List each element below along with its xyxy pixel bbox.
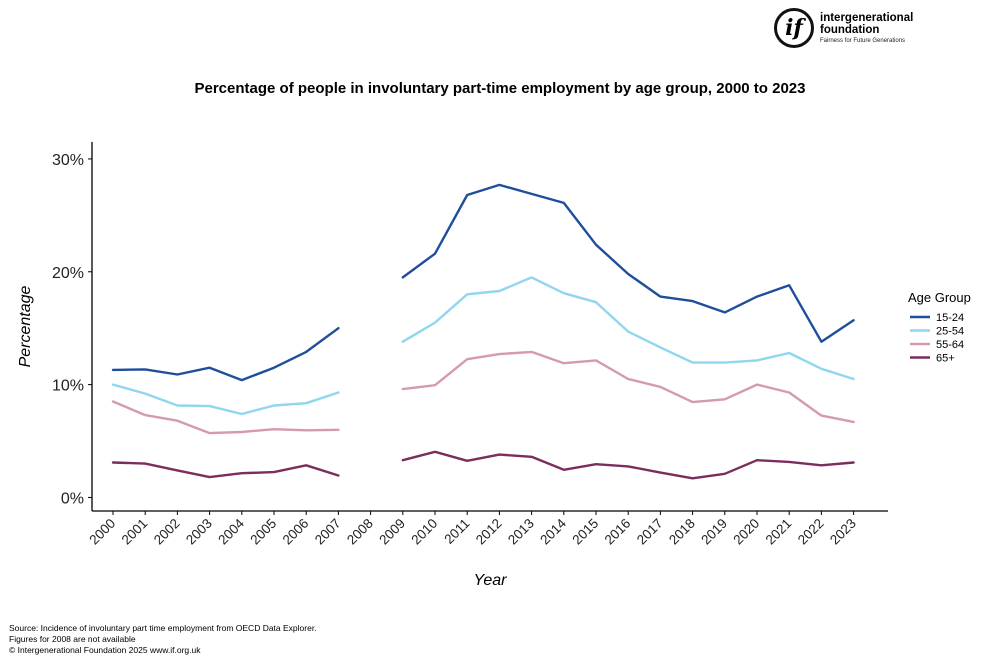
x-tick-label: 2007	[312, 516, 344, 548]
y-tick-label: 30%	[52, 152, 84, 169]
x-tick-label: 2010	[408, 516, 440, 548]
x-tick-label: 2017	[634, 516, 666, 548]
series-line-25-54	[111, 276, 855, 416]
brand-name: intergenerational foundation	[820, 12, 913, 36]
x-tick-label: 2020	[730, 516, 762, 548]
x-tick-label: 2018	[666, 516, 698, 548]
brand-tagline: Fairness for Future Generations	[820, 38, 906, 44]
x-tick-label: 2013	[505, 516, 537, 548]
brand-name-line2: foundation	[820, 24, 880, 36]
y-axis-title: Percentage	[17, 285, 34, 367]
brand-name-line1: intergenerational	[820, 12, 914, 24]
x-tick-label: 2005	[247, 516, 279, 548]
brand-logo: if intergenerational foundation Fairness…	[772, 6, 972, 54]
x-tick-label: 2003	[183, 516, 215, 548]
x-tick-label: 2009	[376, 516, 408, 548]
y-tick-label: 20%	[52, 265, 84, 282]
legend-label: 55-64	[936, 339, 964, 351]
x-tick-label: 2012	[473, 516, 505, 548]
x-tick-label: 2023	[827, 516, 859, 548]
if-logo-icon: if	[774, 8, 814, 48]
legend-label: 15-24	[936, 312, 964, 324]
x-tick-label: 2008	[344, 516, 376, 548]
x-tick-label: 2001	[119, 516, 151, 548]
footer-note: Figures for 2008 are not available	[9, 634, 136, 644]
legend-title: Age Group	[908, 290, 971, 305]
y-tick-label: 10%	[52, 378, 84, 395]
legend-label: 65+	[936, 353, 955, 365]
series-line-65+	[111, 450, 855, 480]
x-tick-label: 2004	[215, 515, 247, 547]
x-tick-label: 2014	[537, 515, 569, 547]
footer-source: Source: Incidence of involuntary part ti…	[9, 623, 317, 633]
series-line-55-64	[111, 350, 855, 435]
footer-copyright: © Intergenerational Foundation 2025 www.…	[9, 645, 201, 655]
x-tick-label: 2019	[698, 516, 730, 548]
x-axis-title: Year	[474, 572, 508, 589]
x-tick-label: 2006	[280, 516, 312, 548]
x-tick-label: 2000	[86, 516, 118, 548]
x-tick-label: 2011	[441, 516, 472, 547]
x-tick-label: 2022	[795, 516, 827, 548]
x-tick-label: 2015	[569, 516, 601, 548]
footer: Source: Incidence of involuntary part ti…	[9, 623, 317, 656]
chart-title: Percentage of people in involuntary part…	[194, 80, 806, 97]
legend-label: 25-54	[936, 326, 964, 338]
x-tick-label: 2002	[151, 516, 183, 548]
y-tick-label: 0%	[61, 490, 84, 507]
series-line-15-24	[111, 183, 855, 382]
x-tick-label: 2016	[602, 516, 634, 548]
x-tick-label: 2021	[763, 516, 795, 548]
